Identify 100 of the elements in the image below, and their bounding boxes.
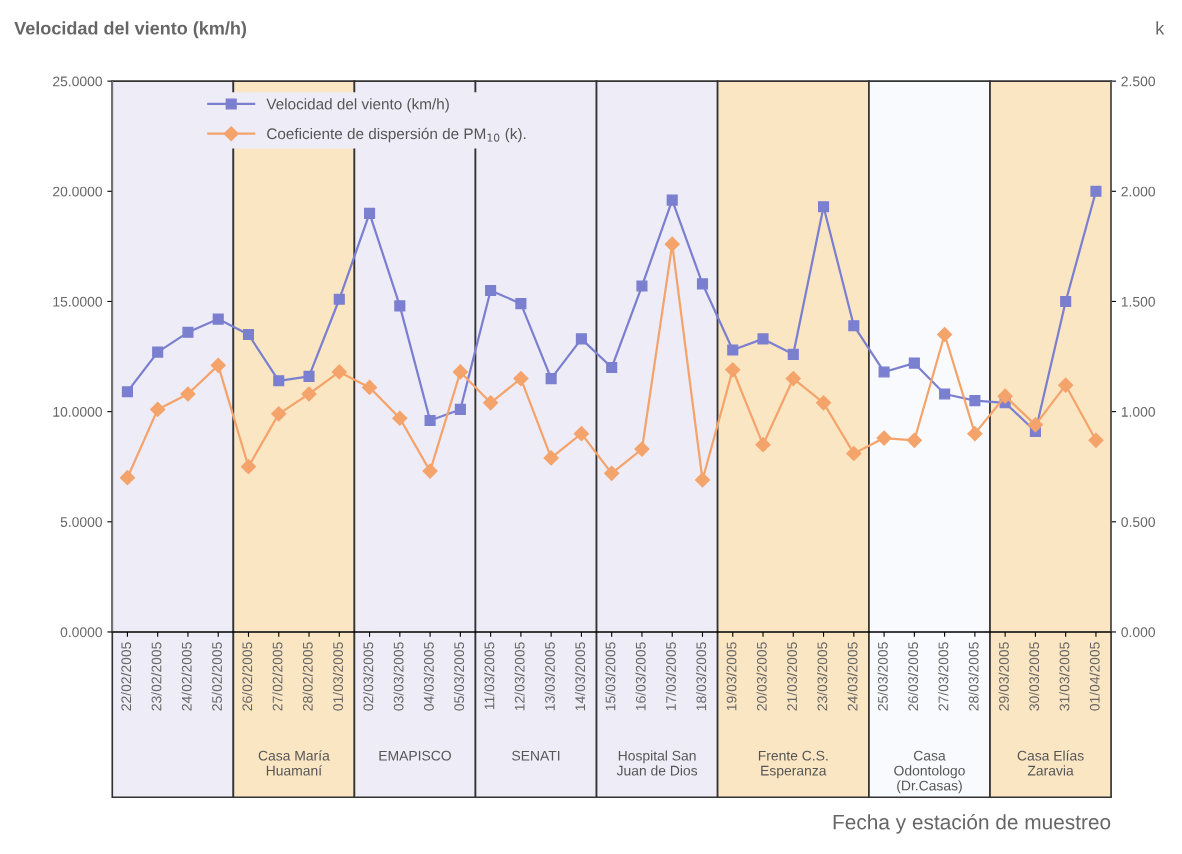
- x-tick-label: 21/03/2005: [786, 642, 798, 711]
- point: [242, 328, 255, 341]
- point: [757, 333, 769, 345]
- x-tick-label: 28/03/2005: [968, 642, 979, 711]
- x-tick-label: 26/02/2005: [242, 642, 253, 711]
- point: [424, 414, 436, 426]
- x-tick-label: 25/02/2005: [211, 642, 222, 711]
- point: [848, 320, 860, 332]
- x-tick-label: 05/03/2005: [453, 642, 465, 711]
- point: [878, 366, 890, 378]
- band-label: Casa Odontologo (Dr.Casas): [894, 750, 965, 794]
- point: [182, 326, 194, 338]
- x-tick-label: 01/03/2005: [332, 642, 344, 711]
- point: [1060, 295, 1072, 308]
- point: [755, 437, 771, 453]
- point: [997, 388, 1013, 404]
- point: [575, 333, 587, 345]
- point: [394, 300, 406, 312]
- y-axis-title: Velocidad del viento (km/h): [14, 21, 247, 39]
- x-tick-label: 14/03/2005: [574, 642, 586, 711]
- point: [815, 395, 832, 411]
- point: [664, 236, 680, 252]
- point: [301, 386, 317, 402]
- y-tick-label: 15.0000: [53, 296, 103, 307]
- x-tick-label: 17/03/2005: [665, 642, 676, 711]
- point: [363, 207, 376, 219]
- band-label: Casa Elías Zaravia: [1017, 750, 1084, 776]
- point: [271, 406, 287, 422]
- point: [545, 373, 557, 385]
- x-tick-label: 23/02/2005: [151, 642, 162, 711]
- y2-tick-label: 2.500: [1121, 76, 1156, 87]
- point: [210, 357, 226, 373]
- x-tick-label: 30/03/2005: [1028, 642, 1040, 711]
- x-tick-label: 27/03/2005: [938, 642, 949, 711]
- point: [543, 450, 559, 466]
- point: [240, 459, 257, 475]
- legend-label: Coeficiente de dispersión de PM$_{10}$ (k).: [267, 127, 526, 143]
- point: [634, 441, 650, 457]
- x-tick-label: 25/03/2005: [877, 642, 888, 711]
- x-tick-label: 13/03/2005: [544, 642, 555, 711]
- x-tick-label: 28/02/2005: [302, 642, 313, 711]
- point: [785, 371, 801, 387]
- x-tick-label: 31/03/2005: [1059, 642, 1070, 711]
- y-tick-label: 0.0000: [60, 627, 103, 638]
- point: [573, 426, 589, 442]
- point: [696, 278, 709, 290]
- x-tick-label: 19/03/2005: [726, 642, 737, 711]
- point: [606, 362, 618, 374]
- point: [212, 313, 224, 325]
- y-tick-label: 5.0000: [60, 517, 103, 527]
- legend-label: Velocidad del viento (km/h): [266, 98, 449, 113]
- point: [121, 386, 133, 398]
- y2-tick-label: 1.000: [1121, 406, 1156, 417]
- point: [483, 395, 499, 411]
- point: [846, 445, 862, 462]
- point: [361, 379, 378, 395]
- x-tick-label: 11/03/2005: [484, 642, 495, 710]
- x-tick-label: 23/03/2005: [817, 642, 828, 711]
- point: [180, 386, 196, 402]
- point: [906, 432, 922, 448]
- point: [454, 403, 466, 415]
- point: [876, 430, 892, 446]
- point: [422, 463, 438, 479]
- point: [908, 357, 920, 369]
- point: [303, 370, 315, 382]
- point: [1058, 377, 1074, 393]
- x-tick-label: 15/03/2005: [605, 642, 616, 711]
- point: [1090, 185, 1102, 197]
- band-label: Hospital San Juan de Dios: [616, 750, 698, 776]
- x-axis-title: Fecha y estación de muestreo: [833, 813, 1111, 834]
- point: [694, 472, 711, 488]
- x-tick-label: 18/03/2005: [696, 642, 707, 711]
- point: [485, 284, 497, 297]
- x-tick-label: 02/03/2005: [363, 642, 374, 711]
- y2-tick-label: 2.000: [1121, 186, 1156, 197]
- point: [666, 194, 678, 206]
- point: [787, 348, 799, 360]
- x-tick-label: 16/03/2005: [635, 642, 646, 711]
- x-tick-label: 24/03/2005: [847, 642, 858, 711]
- x-tick-label: 22/02/2005: [120, 642, 132, 711]
- point: [817, 201, 830, 213]
- x-tick-label: 04/03/2005: [423, 642, 434, 711]
- point: [1088, 432, 1104, 448]
- x-tick-label: 26/03/2005: [907, 642, 919, 711]
- y-tick-label: 20.0000: [53, 186, 103, 197]
- x-tick-label: 12/03/2005: [514, 642, 525, 711]
- y2-axis-title: k: [1156, 21, 1165, 35]
- point: [331, 364, 347, 380]
- y2-tick-label: 1.500: [1121, 296, 1156, 307]
- band-label: SENATI: [512, 750, 560, 761]
- x-tick-label: 01/04/2005: [1089, 642, 1100, 711]
- point: [150, 401, 166, 417]
- band-label: Casa María Huamaní: [258, 750, 330, 776]
- point: [452, 364, 468, 380]
- point: [515, 298, 527, 310]
- y-tick-label: 10.0000: [53, 406, 103, 417]
- point: [636, 280, 648, 292]
- point: [392, 410, 408, 426]
- point: [727, 344, 739, 356]
- point: [1027, 417, 1043, 433]
